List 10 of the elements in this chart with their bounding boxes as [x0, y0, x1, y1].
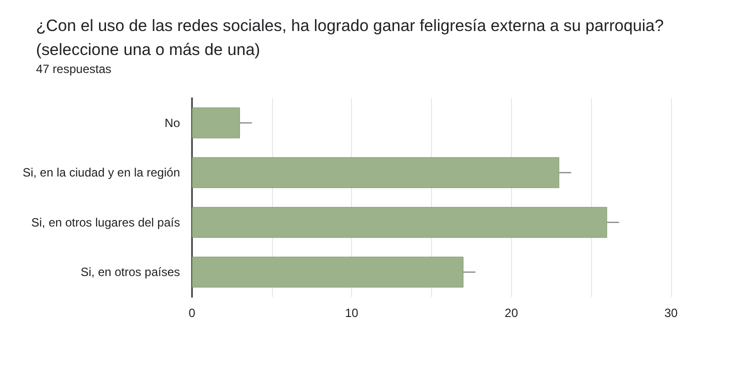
y-tick-label: Si, en la ciudad y en la región [22, 166, 180, 180]
x-tick-label: 20 [504, 306, 518, 320]
text: 47 respuestas [36, 62, 112, 76]
y-tick-label: No [164, 116, 180, 130]
x-tick-label: 10 [344, 306, 359, 320]
y-tick-label: Si, en otros países [80, 265, 180, 280]
x-tick-label: 0 [188, 306, 196, 320]
y-tick-label: Si, en otros lugares del país [31, 215, 180, 230]
chart-title: ¿Con el uso de las redes sociales, ha logrado ganar feligresía externa a su parroquia? (seleccione una o más de una) [36, 16, 665, 61]
x-tick-label: 30 [664, 306, 678, 320]
